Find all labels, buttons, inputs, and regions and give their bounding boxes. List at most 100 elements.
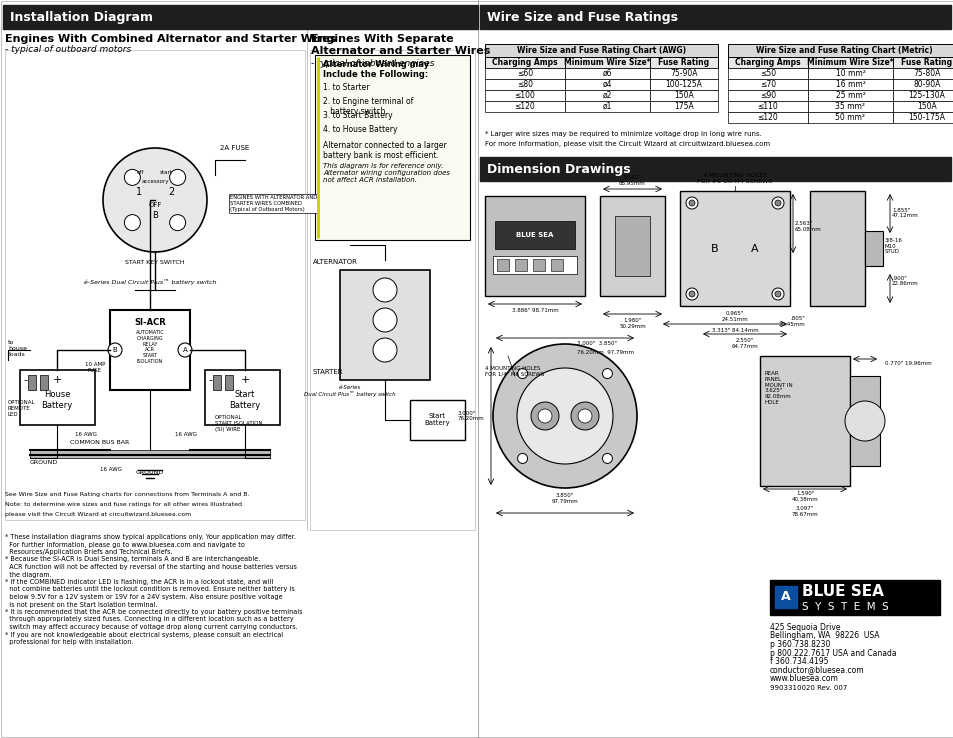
Text: Installation Diagram: Installation Diagram [10, 10, 152, 24]
Bar [807, 101, 892, 112]
Bar [727, 101, 807, 112]
Bar [727, 68, 807, 79]
Text: Engines With Combined Alternator and Starter Wires: Engines With Combined Alternator and Sta… [5, 34, 336, 44]
Bar [564, 90, 649, 101]
Text: é-Series
Dual Circuit Plus™ battery switch: é-Series Dual Circuit Plus™ battery swit… [304, 385, 395, 397]
Text: .805"
20.45mm: .805" 20.45mm [778, 316, 804, 327]
Bar [564, 101, 649, 112]
Text: B: B [112, 347, 117, 353]
Text: 125-130A: 125-130A [907, 91, 944, 100]
Circle shape [108, 343, 122, 357]
Text: is not present on the Start Isolation terminal.: is not present on the Start Isolation te… [5, 601, 157, 607]
Text: Engines With Separate
Alternator and Starter Wires: Engines With Separate Alternator and Sta… [311, 34, 490, 55]
Text: 150A: 150A [674, 91, 693, 100]
Text: 425 Sequoia Drive: 425 Sequoia Drive [769, 623, 840, 632]
Circle shape [774, 200, 781, 206]
Bar [5, 50, 305, 520]
Text: For more information, please visit the Circuit Wizard at circuitwizard.bluesea.c: For more information, please visit the C… [484, 141, 769, 147]
Circle shape [373, 278, 396, 302]
Text: through appropriately sized fuses. Connecting in a different location such as a : through appropriately sized fuses. Conne… [5, 616, 294, 622]
Text: 1.590"
40.38mm: 1.590" 40.38mm [791, 491, 818, 502]
Bar [314, 55, 470, 240]
Text: * These installation diagrams show typical applications only. Your application m: * These installation diagrams show typic… [5, 534, 295, 540]
Bar [649, 90, 718, 101]
Bar [205, 370, 280, 425]
Bar [727, 90, 807, 101]
Circle shape [103, 148, 207, 252]
Text: GROUND: GROUND [30, 460, 58, 465]
Text: p 800.222.7617 USA and Canada: p 800.222.7617 USA and Canada [769, 649, 896, 658]
Circle shape [373, 338, 396, 362]
Text: Minimum Wire Size*: Minimum Wire Size* [563, 58, 650, 67]
Text: 4. to House Battery: 4. to House Battery [323, 125, 397, 134]
Text: 3.502"
88.95mm: 3.502" 88.95mm [618, 175, 645, 186]
Circle shape [124, 215, 140, 231]
Bar [497, 259, 509, 271]
Circle shape [771, 197, 783, 209]
Text: 1: 1 [135, 187, 142, 197]
Text: 2.563"
65.08mm: 2.563" 65.08mm [794, 221, 821, 232]
Bar [484, 44, 718, 57]
Bar [564, 68, 649, 79]
Text: This diagram is for reference only.
Alternator wiring configuration does
not aff: This diagram is for reference only. Alte… [323, 163, 450, 183]
Bar [484, 68, 564, 79]
Text: f 360.734.4195: f 360.734.4195 [769, 657, 827, 666]
Text: Charging Amps: Charging Amps [492, 58, 558, 67]
Circle shape [178, 343, 192, 357]
Circle shape [170, 170, 186, 185]
Text: Bellingham, WA  98226  USA: Bellingham, WA 98226 USA [769, 632, 879, 641]
Text: COMMON BUS BAR: COMMON BUS BAR [71, 440, 130, 445]
Bar [310, 50, 475, 530]
Text: ≤120: ≤120 [757, 113, 778, 122]
Circle shape [685, 288, 698, 300]
Bar [649, 68, 718, 79]
Text: START KEY SWITCH: START KEY SWITCH [125, 260, 185, 265]
Text: 2.550"
64.77mm: 2.550" 64.77mm [731, 338, 758, 349]
Text: See Wire Size and Fuse Rating charts for connections from Terminals A and B.: See Wire Size and Fuse Rating charts for… [5, 492, 250, 497]
Text: +: + [240, 375, 250, 385]
Bar [564, 79, 649, 90]
Bar [564, 57, 649, 68]
Text: * Because the SI-ACR is Dual Sensing, terminals A and B are interchangeable.: * Because the SI-ACR is Dual Sensing, te… [5, 556, 260, 562]
Text: ø2: ø2 [602, 91, 612, 100]
Text: -: - [23, 375, 27, 385]
Text: 3/8-16
M10
STUD: 3/8-16 M10 STUD [884, 238, 902, 255]
Text: Dimension Drawings: Dimension Drawings [486, 162, 630, 176]
Text: 16 mm²: 16 mm² [835, 80, 864, 89]
Bar [774, 586, 796, 608]
Text: House
Battery: House Battery [41, 390, 72, 410]
Bar [479, 157, 950, 181]
Text: .900"
22.86mm: .900" 22.86mm [891, 275, 918, 286]
Bar [892, 112, 953, 123]
Bar [769, 580, 939, 615]
Bar [649, 57, 718, 68]
Text: switch may affect accuracy because of voltage drop along current carrying conduc: switch may affect accuracy because of vo… [5, 624, 297, 630]
Text: 75-80A: 75-80A [912, 69, 940, 78]
Text: ø6: ø6 [602, 69, 612, 78]
Text: STARTER: STARTER [313, 369, 343, 375]
Circle shape [517, 453, 527, 463]
Circle shape [688, 291, 695, 297]
Text: 4 MOUNTING HOLES
FOR #6 OR M4 SCREWS: 4 MOUNTING HOLES FOR #6 OR M4 SCREWS [697, 173, 772, 184]
Text: accessory: accessory [141, 179, 169, 184]
Text: A: A [781, 590, 790, 604]
Text: ENGINES WITH ALTERNATOR AND
STARTER WIRES COMBINED
(Typical of Outboard Motors): ENGINES WITH ALTERNATOR AND STARTER WIRE… [230, 195, 317, 212]
Text: 10 mm²: 10 mm² [835, 69, 864, 78]
Circle shape [571, 402, 598, 430]
Text: ≤100: ≤100 [514, 91, 535, 100]
Text: * If you are not knowledgeable about electrical systems, please consult an elect: * If you are not knowledgeable about ele… [5, 632, 283, 638]
Text: 25 mm²: 25 mm² [835, 91, 864, 100]
Text: Start
Battery: Start Battery [424, 413, 450, 427]
Bar [484, 90, 564, 101]
Text: OPTIONAL
START ISOLATION
(SI) WIRE: OPTIONAL START ISOLATION (SI) WIRE [214, 415, 262, 432]
Text: conductor@bluesea.com: conductor@bluesea.com [769, 666, 863, 675]
Bar [727, 112, 807, 123]
Bar [807, 90, 892, 101]
Circle shape [373, 308, 396, 332]
Text: 3.313" 84.14mm: 3.313" 84.14mm [711, 328, 758, 333]
Circle shape [771, 288, 783, 300]
Text: Charging Amps: Charging Amps [735, 58, 800, 67]
Bar [892, 90, 953, 101]
Text: Wire Size and Fuse Rating Chart (AWG): Wire Size and Fuse Rating Chart (AWG) [517, 46, 685, 55]
Text: Fuse Rating: Fuse Rating [658, 58, 709, 67]
